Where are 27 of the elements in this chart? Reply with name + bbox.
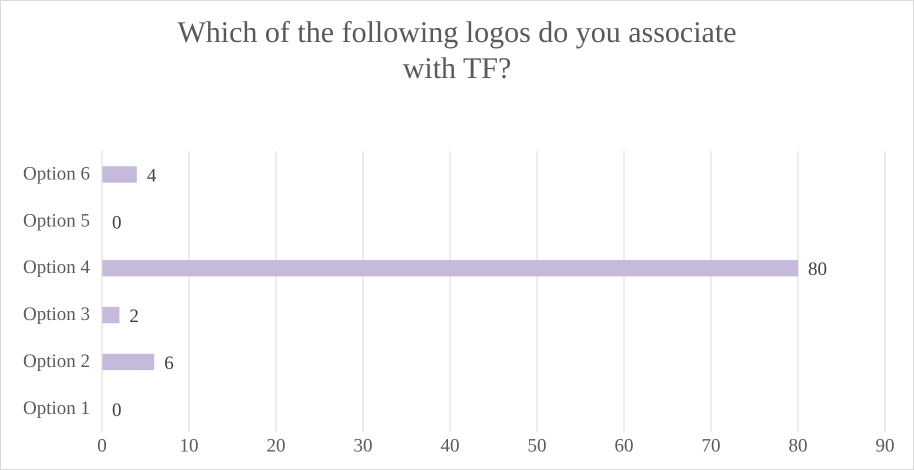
bar [102, 354, 154, 370]
chart-title: Which of the following logos do you associate with TF? [176, 15, 738, 87]
x-tick-label: 30 [354, 436, 373, 457]
data-label: 6 [164, 352, 174, 374]
x-tick-label: 20 [266, 436, 286, 457]
bar [102, 306, 120, 324]
data-label: 4 [146, 165, 157, 186]
y-tick-label: Option 5 [23, 210, 90, 232]
y-tick-label: Option 3 [23, 304, 90, 326]
bar [102, 166, 137, 183]
data-label: 0 [112, 212, 122, 234]
y-tick-label: Option 1 [23, 398, 90, 419]
y-tick-label: Option 2 [23, 350, 90, 372]
x-tick-label: 70 [702, 436, 721, 457]
data-label: 80 [808, 259, 828, 280]
x-tick-label: 60 [614, 436, 634, 457]
x-tick-label: 40 [440, 436, 460, 457]
x-tick-label: 80 [788, 436, 808, 457]
y-tick-label: Option 4 [23, 257, 91, 278]
bar [102, 260, 798, 276]
x-tick-label: 50 [528, 436, 547, 457]
data-label: 0 [112, 400, 122, 421]
y-tick-label: Option 6 [23, 163, 90, 184]
data-label: 2 [129, 306, 139, 328]
x-tick-label: 10 [180, 436, 199, 457]
x-tick-label: 0 [97, 436, 107, 457]
x-tick-label: 90 [876, 436, 894, 457]
